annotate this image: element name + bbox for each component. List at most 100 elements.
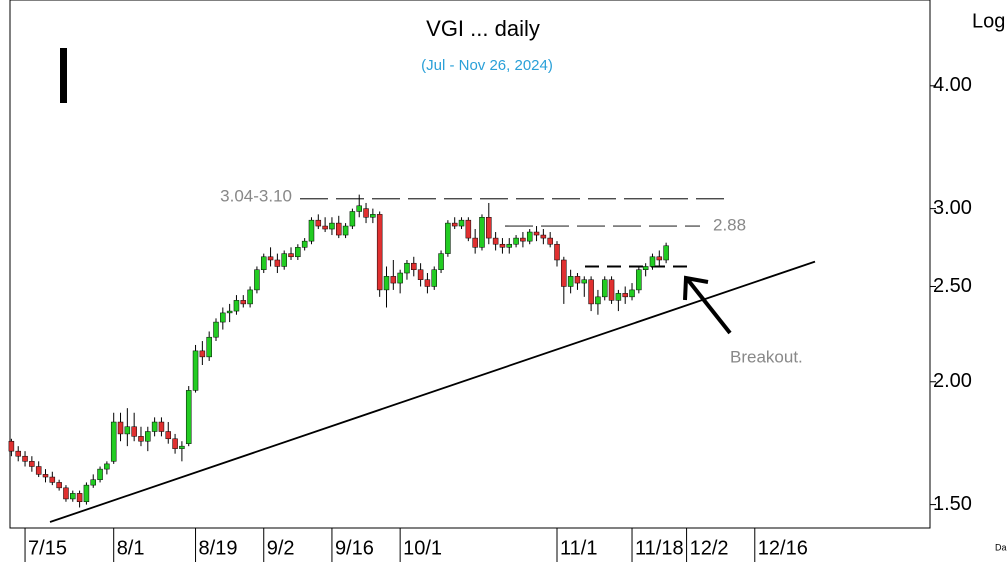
candle-body [97, 468, 103, 480]
corner-text: Da [995, 542, 1007, 552]
candle-body [158, 421, 165, 432]
candle-body [349, 211, 356, 227]
candle-body [192, 350, 199, 391]
x-tick-label: 8/1 [117, 537, 145, 559]
candle-body [451, 222, 458, 227]
candle-body [465, 219, 472, 239]
candle-body [124, 426, 131, 435]
candle-body [615, 293, 622, 301]
candle-body [438, 253, 444, 270]
candle-body [301, 240, 308, 248]
candle-body [29, 461, 35, 467]
candle-body [199, 350, 206, 358]
candle-body [540, 234, 547, 239]
candle-body [185, 390, 192, 444]
level-label: 3.04-3.10 [220, 186, 292, 205]
y-tick-label: 1.50 [933, 493, 972, 515]
candle-body [15, 450, 21, 457]
candle-body [404, 262, 410, 274]
candle-body [431, 269, 437, 287]
candle-body [83, 484, 90, 503]
candle-body [76, 493, 83, 503]
candle-body [274, 259, 281, 267]
y-tick-label: 2.00 [933, 370, 972, 392]
arrow [683, 275, 732, 335]
candle-body [513, 237, 519, 245]
candle-body [342, 225, 349, 236]
candle-body [370, 214, 376, 218]
candle-body [254, 269, 260, 291]
candle-body [56, 482, 62, 489]
candle-body [533, 231, 540, 236]
x-tick-label: 9/16 [335, 537, 374, 559]
candle-body [63, 487, 69, 500]
axis-label: Log [972, 10, 1005, 32]
candle-body [649, 256, 656, 267]
candle-body [581, 279, 588, 284]
candle-body [636, 269, 642, 291]
candle-body [663, 245, 669, 261]
candle-body [295, 247, 301, 258]
candle-body [22, 455, 28, 462]
candle-body [417, 269, 424, 280]
x-tick-label: 12/2 [690, 537, 729, 559]
candle-body [240, 300, 247, 305]
candle-body [520, 237, 526, 242]
candle-body [499, 243, 506, 248]
candle-body [110, 421, 117, 462]
candle-body [70, 493, 76, 500]
candle-body [165, 431, 172, 440]
candle-body [547, 237, 553, 245]
candle-body [390, 276, 397, 284]
cursor-bar [60, 48, 67, 103]
candle-body [220, 312, 226, 323]
candle-body [656, 256, 663, 261]
x-tick-label: 11/18 [635, 537, 684, 559]
candle-body [247, 289, 253, 305]
x-tick-label: 8/19 [199, 537, 238, 559]
x-tick-label: 9/2 [267, 537, 295, 559]
x-tick-label: 12/16 [758, 537, 808, 559]
candle-body [376, 214, 383, 291]
x-tick-label: 10/1 [403, 537, 442, 559]
x-tick-label: 7/15 [28, 537, 67, 559]
candle-body [424, 279, 431, 287]
candle-body [486, 216, 492, 239]
candle-body [131, 426, 137, 437]
candle-body [336, 222, 342, 236]
candle-body [622, 293, 628, 298]
candle-body [492, 237, 499, 245]
candle-body [226, 310, 233, 314]
candle-body [315, 219, 322, 227]
candle-body [151, 421, 158, 432]
candle-body [138, 436, 144, 442]
candle-body [479, 216, 485, 248]
chart-subtitle: (Jul - Nov 26, 2024) [421, 57, 553, 74]
candle-body [308, 219, 315, 242]
level-label: 2.88 [713, 216, 746, 235]
candle-body [383, 276, 390, 291]
candle-body [397, 272, 403, 284]
candle-body [445, 222, 451, 254]
annotation: Breakout. [730, 347, 803, 366]
x-tick-label: 11/1 [560, 537, 597, 559]
candle-body [117, 421, 124, 435]
candle-body [172, 438, 178, 449]
candle-body [213, 321, 219, 338]
candle-body [104, 463, 110, 470]
candle-body [554, 243, 560, 261]
candle-body [206, 336, 212, 358]
candle-body [42, 474, 49, 478]
y-tick-label: 2.50 [933, 275, 972, 297]
candle-body [281, 253, 287, 267]
candle-body [608, 279, 615, 301]
candle-body [595, 296, 601, 305]
candle-body [642, 266, 649, 270]
candle-body [526, 231, 533, 242]
plot-frame [9, 0, 931, 529]
candle-body [574, 276, 581, 284]
candle-body [329, 222, 335, 230]
y-tick-label: 4.00 [933, 74, 972, 96]
candle-body [179, 445, 185, 449]
candle-body [356, 205, 362, 212]
